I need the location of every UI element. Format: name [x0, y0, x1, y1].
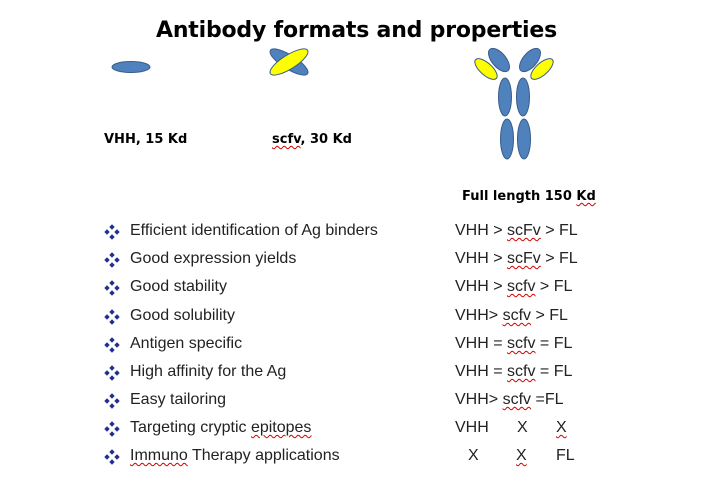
igg-light-chain-right	[530, 58, 554, 80]
property-text: Antigen specific	[130, 335, 242, 353]
full-length-antibody-shape	[474, 47, 554, 160]
igg-fc-right	[517, 118, 531, 160]
ranking-part: scFv	[507, 222, 541, 239]
ranking-cell: X	[556, 419, 567, 436]
property-text-part: Easy tailoring	[130, 391, 227, 408]
property-row: Good solubility VHH> scfv > FL	[0, 307, 713, 335]
ranking-cell: VHH	[455, 419, 489, 436]
scfv-size: , 30 Kd	[300, 132, 352, 147]
property-text: Targeting cryptic epitopes	[130, 419, 311, 437]
diamond-bullet-icon	[104, 421, 120, 437]
ranking-text: VHH > scFv > FL	[455, 250, 578, 268]
ranking-text: VHH> scfv =FL	[455, 391, 564, 409]
ranking-part: =FL	[531, 391, 564, 408]
igg-fc-left	[500, 118, 514, 160]
full-length-unit: Kd	[576, 189, 596, 204]
property-text-part: Therapy applications	[187, 447, 340, 464]
property-row: Efficient identification of Ag binders VH…	[0, 222, 713, 250]
ranking-part: VHH =	[455, 363, 508, 380]
ranking-part: > FL	[540, 250, 578, 267]
antibody-formats-diagram	[111, 47, 554, 160]
diamond-bullet-icon	[104, 224, 120, 240]
property-row: Easy tailoring VHH> scfv =FL	[0, 391, 713, 419]
ranking-cell: FL	[556, 447, 575, 464]
property-text: Easy tailoring	[130, 391, 226, 409]
ranking-cell: X	[517, 419, 528, 436]
property-text-part: Good solubility	[130, 307, 235, 324]
diamond-bullet-icon	[104, 309, 120, 325]
property-text-part: High affinity for the Ag	[130, 363, 287, 380]
igg-heavy-vh-right	[519, 47, 541, 73]
diamond-bullet-icon	[104, 280, 120, 296]
property-text: Good expression yields	[130, 250, 296, 268]
property-row: Targeting cryptic epitopes VHH X X	[0, 419, 713, 447]
ranking-text: VHH = scfv = FL	[455, 335, 572, 353]
ranking-text: VHH> scfv > FL	[455, 307, 568, 325]
igg-heavy-vh-left	[488, 47, 510, 73]
property-text: High affinity for the Ag	[130, 363, 286, 381]
diamond-bullet-icon	[104, 337, 120, 353]
property-text-part: epitopes	[250, 419, 312, 436]
property-row: High affinity for the Ag VHH = scfv = FL	[0, 363, 713, 391]
property-text-part: Good expression yields	[130, 250, 297, 267]
property-text: Immuno Therapy applications	[130, 447, 340, 465]
ranking-part: VHH =	[455, 335, 508, 352]
igg-light-chain-left	[474, 58, 498, 80]
full-length-label: Full length 150 Kd	[462, 189, 596, 204]
page-title: Antibody formats and properties	[156, 18, 557, 43]
diamond-bullet-icon	[104, 449, 120, 465]
ranking-part: scfv	[507, 335, 536, 352]
full-length-prefix: Full length 150	[462, 189, 577, 204]
property-row: Good expression yields VHH > scFv > FL	[0, 250, 713, 278]
diamond-bullet-icon	[104, 365, 120, 381]
property-row: Antigen specific VHH = scfv = FL	[0, 335, 713, 363]
ranking-part: VHH >	[455, 278, 508, 295]
ranking-part: scfv	[507, 363, 536, 380]
ranking-part: > FL	[540, 222, 578, 239]
property-text: Efficient identification of Ag binders	[130, 222, 378, 240]
ranking-part: scfv	[502, 391, 532, 408]
diamond-bullet-icon	[104, 252, 120, 268]
ranking-part: VHH>	[455, 391, 503, 408]
scfv-label: scfv, 30 Kd	[272, 132, 352, 147]
diamond-bullet-icon	[104, 393, 120, 409]
ranking-part: = FL	[535, 363, 573, 380]
ranking-text: VHH > scfv > FL	[455, 278, 572, 296]
property-text-part: Targeting cryptic	[130, 419, 251, 436]
vhh-domain-shape	[111, 61, 151, 73]
ranking-text: VHH = scfv = FL	[455, 363, 572, 381]
property-text-part: Antigen specific	[130, 335, 243, 352]
property-text-part: Good stability	[130, 278, 227, 295]
ranking-part: scFv	[507, 250, 541, 267]
ranking-part: VHH>	[455, 307, 503, 324]
ranking-cell: X	[516, 447, 527, 464]
property-text: Good stability	[130, 278, 227, 296]
vhh-label: VHH, 15 Kd	[104, 132, 188, 147]
ranking-part: = FL	[535, 335, 573, 352]
ranking-part: > FL	[535, 278, 573, 295]
property-row: Good stability VHH > scfv > FL	[0, 278, 713, 306]
igg-ch1-left	[498, 77, 512, 117]
ranking-text: VHH > scFv > FL	[455, 222, 578, 240]
property-text: Good solubility	[130, 307, 235, 325]
ranking-part: > FL	[531, 307, 568, 324]
property-text-part: Immuno	[130, 447, 188, 464]
scfv-name: scfv	[272, 132, 301, 147]
ranking-part: scfv	[502, 307, 532, 324]
property-row: Immuno Therapy applications X X FL	[0, 447, 713, 475]
ranking-cell: X	[468, 447, 479, 464]
ranking-part: VHH >	[455, 250, 508, 267]
property-text-part: Efficient identification of Ag binders	[130, 222, 378, 239]
ranking-part: scfv	[507, 278, 536, 295]
igg-ch1-right	[516, 77, 530, 117]
scfv-yellow-domain-shape	[269, 48, 309, 76]
ranking-part: VHH >	[455, 222, 508, 239]
